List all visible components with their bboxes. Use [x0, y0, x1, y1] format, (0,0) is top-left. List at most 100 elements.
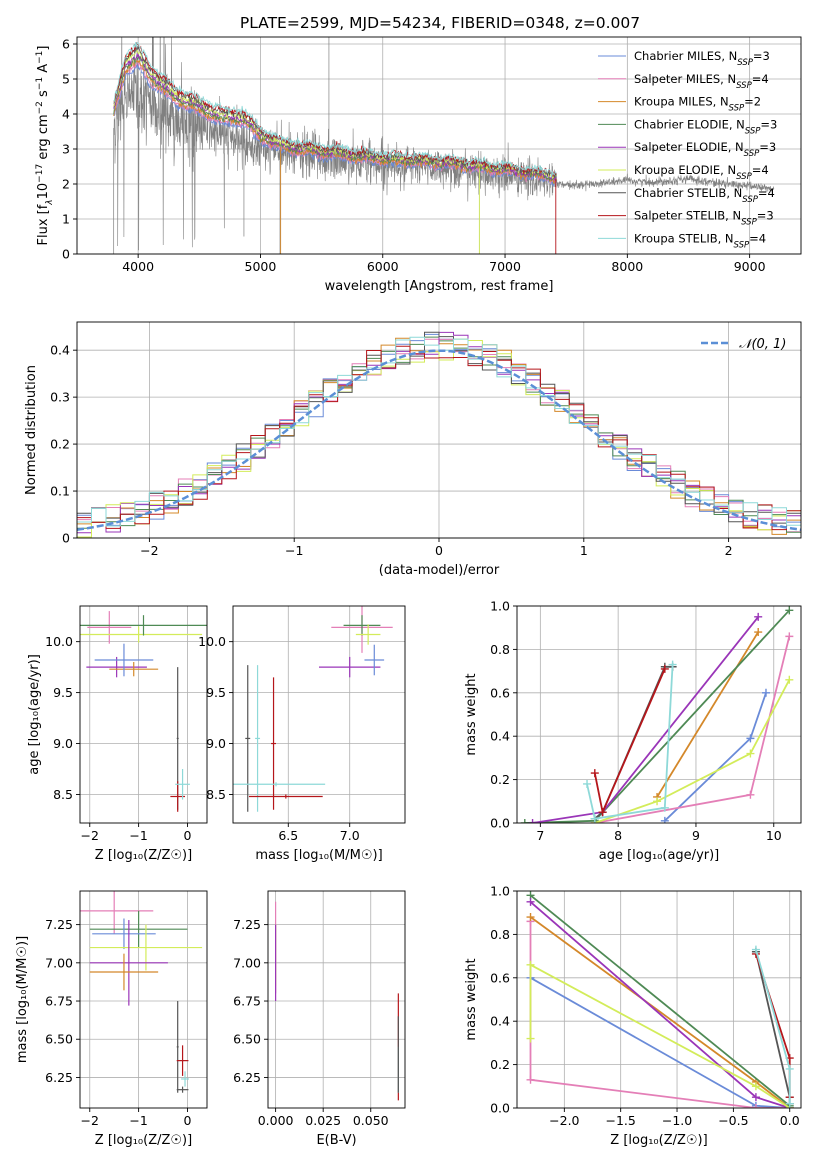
y-tick-label: 9.5 — [206, 685, 226, 700]
x-tick-label: 1 — [580, 543, 588, 558]
model-spectrum — [113, 59, 557, 184]
x-tick-label: 0 — [435, 543, 443, 558]
x-tick-label: −1.0 — [662, 1113, 692, 1128]
mass-weight-line — [656, 631, 759, 798]
legend-label-tail: =2 — [744, 95, 761, 109]
legend-label-tail: =3 — [753, 49, 770, 63]
plus-marker — [660, 803, 669, 812]
mass-weight-line — [529, 901, 790, 1108]
plus-marker — [583, 779, 592, 788]
y-tick-label: 0.1 — [50, 484, 70, 499]
axes-frame — [79, 890, 208, 1109]
mass-weight-line — [586, 664, 674, 820]
y-tick-label: 3 — [62, 142, 70, 157]
y-tick-label: 6.50 — [45, 1032, 73, 1047]
x-axis-label: Z [log₁₀(Z/Z☉)] — [610, 1133, 707, 1148]
y-tick-label: 4 — [62, 107, 70, 122]
panel-mass-vs-ebv: 0.000 0.025 0.050 6.25 6.50 6.75 7.00 7.25 E(B-V… — [233, 890, 406, 1148]
mass-weight-line — [532, 616, 759, 823]
panel-age-vs-mass: 6.5 7.0 8.5 9.0 9.5 10.0 mass [log₁₀(M/M☉)] — [198, 605, 406, 863]
legend-label-tail: =4 — [749, 231, 766, 245]
plus-marker — [754, 612, 763, 621]
legend-label-sub: SSP — [737, 58, 753, 68]
legend-label: Chabrier STELIB, NSSP=4 — [634, 186, 775, 205]
legend-label: Chabrier MILES, NSSP=3 — [634, 49, 770, 68]
legend-label-tail: =4 — [752, 72, 769, 86]
legend-label-sub: SSP — [745, 126, 761, 136]
residual-histogram — [77, 331, 801, 534]
model-spectrum — [113, 58, 557, 185]
plus-marker — [660, 664, 669, 673]
legend-label-name: Chabrier STELIB, N — [634, 186, 742, 200]
mass-weight-line — [530, 977, 790, 1108]
legend-label-name: Salpeter ELODIE, N — [634, 140, 744, 154]
panel-age-vs-Z: −2 −1 0 8.5 9.0 9.5 10.0 Z [log₁₀(Z/Z☉)] age [lo… — [27, 605, 208, 863]
x-axis-label: E(B-V) — [316, 1133, 356, 1148]
x-tick-label: 2 — [725, 543, 733, 558]
plus-marker — [751, 1082, 760, 1091]
y-tick-label: 0 — [62, 247, 70, 262]
x-tick-label: 0.025 — [305, 1113, 341, 1128]
plus-marker — [526, 1034, 535, 1043]
legend-label: Chabrier ELODIE, NSSP=3 — [634, 117, 777, 136]
plus-marker — [785, 675, 794, 684]
legend-label-name: Chabrier MILES, N — [634, 49, 737, 63]
legend-label: Kroupa STELIB, NSSP=4 — [634, 231, 766, 250]
mass-weight-line — [529, 916, 791, 1108]
x-tick-label: 7000 — [489, 259, 521, 274]
x-tick-label: −2 — [81, 828, 99, 843]
mass-weight-line — [529, 894, 791, 1108]
y-tick-label: 7.00 — [233, 955, 261, 970]
panel-mass-vs-Z: −2 −1 0 6.25 6.50 6.75 7.00 7.25 Z [log₁₀(Z/Z☉)]… — [15, 890, 208, 1148]
x-tick-label: 0 — [183, 1113, 191, 1128]
x-tick-label: 9 — [692, 828, 700, 843]
y-tick-label: 6.75 — [233, 994, 261, 1009]
legend-label: 𝒩(0, 1) — [739, 337, 786, 352]
model-spectrum — [113, 41, 557, 178]
y-tick-label: 7.25 — [233, 917, 261, 932]
figure-title: PLATE=2599, MJD=54234, FIBERID=0348, z=0… — [240, 14, 640, 32]
axes-frame — [79, 605, 208, 824]
legend-label-name: Kroupa ELODIE, N — [634, 163, 736, 177]
legend-label: Salpeter ELODIE, NSSP=3 — [634, 140, 776, 159]
plus-marker — [785, 1099, 794, 1108]
residual-histogram — [77, 338, 801, 538]
mass-weight-line — [594, 679, 791, 823]
legend-label-tail: =4 — [752, 163, 769, 177]
y-axis-label: Flux [fλ10−17 erg cm−2 s−1 A−1] — [35, 46, 55, 246]
y-axis-label: mass weight — [464, 958, 479, 1040]
gaussian-curve — [77, 349, 801, 532]
axes-frame — [76, 36, 802, 255]
y-axis-label-part: 10 — [36, 183, 51, 200]
plot-area — [113, 37, 775, 254]
plot-area — [77, 331, 801, 538]
plus-marker — [598, 808, 607, 817]
legend-label-name: Salpeter STELIB, N — [634, 209, 741, 223]
legend-label-sub: SSP — [729, 104, 745, 114]
plot-area — [520, 606, 794, 823]
x-tick-label: −2 — [81, 1113, 99, 1128]
plus-marker — [668, 660, 677, 669]
legend-label: Kroupa MILES, NSSP=2 — [634, 95, 761, 114]
y-axis-label-part: ] — [36, 46, 51, 51]
legend-label-sub: SSP — [741, 218, 757, 228]
plus-marker — [746, 734, 755, 743]
plot-area — [80, 891, 203, 1093]
legend-label-sub: SSP — [734, 240, 750, 250]
x-tick-label: 7 — [536, 828, 544, 843]
y-tick-label: 9.0 — [206, 736, 226, 751]
x-tick-label: −1 — [285, 543, 303, 558]
legend-label-name: Kroupa MILES, N — [634, 95, 729, 109]
legend-label: Salpeter MILES, NSSP=4 — [634, 72, 769, 91]
y-axis-label: mass weight — [464, 673, 479, 755]
panel-residuals: 𝒩(0, 1) −2 −1 0 1 2 0 0.1 0.2 0.3 0.4 (data-model)/… — [24, 321, 802, 578]
legend-label-tail: =3 — [759, 140, 776, 154]
y-axis-label-part: −1 — [35, 51, 45, 64]
x-tick-label: 0.050 — [353, 1113, 389, 1128]
y-tick-label: 0.4 — [490, 729, 510, 744]
y-axis-label-part: A — [36, 64, 51, 77]
x-tick-label: 0.000 — [258, 1113, 294, 1128]
panel-mass-weight-vs-Z: −2.0 −1.5 −1.0 −0.5 0.0 0.0 0.2 0.4 0.6 0.8 1.0 Z [… — [464, 884, 802, 1148]
y-axis-label: age [log₁₀(age/yr)] — [27, 654, 42, 775]
y-tick-label: 9.5 — [53, 685, 73, 700]
